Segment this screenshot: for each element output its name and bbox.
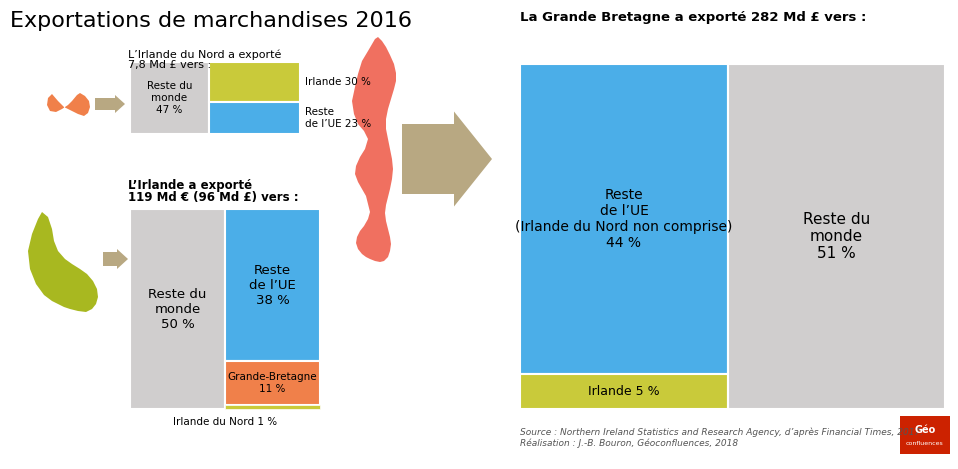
Text: 7,8 Md £ vers :: 7,8 Md £ vers : — [128, 60, 211, 70]
Text: Exportations de marchandises 2016: Exportations de marchandises 2016 — [10, 11, 412, 31]
Text: Reste du
monde
47 %: Reste du monde 47 % — [147, 82, 193, 114]
Text: Irlande 5 %: Irlande 5 % — [588, 385, 660, 398]
Bar — [520, 64, 728, 374]
Bar — [225, 209, 320, 361]
Text: Grande-Bretagne
11 %: Grande-Bretagne 11 % — [228, 372, 317, 394]
Bar — [130, 209, 225, 409]
Text: Irlande du Nord 1 %: Irlande du Nord 1 % — [173, 417, 277, 427]
FancyArrow shape — [103, 249, 128, 269]
Text: Reste
de l’UE 23 %: Reste de l’UE 23 % — [305, 107, 372, 129]
Bar — [225, 405, 320, 409]
Text: confluences: confluences — [906, 441, 944, 446]
Text: L’Irlande du Nord a exporté: L’Irlande du Nord a exporté — [128, 49, 282, 60]
Text: 119 Md € (96 Md £) vers :: 119 Md € (96 Md £) vers : — [128, 191, 299, 204]
Polygon shape — [352, 37, 396, 262]
Text: Géo: Géo — [914, 425, 936, 435]
Bar — [900, 416, 950, 454]
Bar — [225, 361, 320, 405]
Text: Reste du
monde
51 %: Reste du monde 51 % — [803, 212, 870, 261]
Text: Irlande 30 %: Irlande 30 % — [305, 77, 371, 87]
Text: Reste
de l’UE
(Irlande du Nord non comprise)
44 %: Reste de l’UE (Irlande du Nord non compr… — [515, 188, 733, 250]
Polygon shape — [47, 93, 90, 116]
Text: Reste
de l’UE
38 %: Reste de l’UE 38 % — [249, 264, 296, 307]
Text: L’Irlande a exporté: L’Irlande a exporté — [128, 179, 252, 192]
FancyArrow shape — [95, 95, 125, 113]
Polygon shape — [28, 212, 98, 312]
Bar — [130, 62, 209, 134]
Bar — [728, 64, 945, 409]
Bar — [209, 62, 300, 102]
Bar — [209, 102, 300, 134]
Bar — [520, 374, 728, 409]
Text: Source : Northern Ireland Statistics and Research Agency, d’après Financial Time: Source : Northern Ireland Statistics and… — [520, 427, 924, 447]
FancyArrow shape — [402, 112, 492, 206]
Text: La Grande Bretagne a exporté 282 Md £ vers :: La Grande Bretagne a exporté 282 Md £ ve… — [520, 11, 866, 24]
Text: Reste du
monde
50 %: Reste du monde 50 % — [148, 287, 207, 331]
